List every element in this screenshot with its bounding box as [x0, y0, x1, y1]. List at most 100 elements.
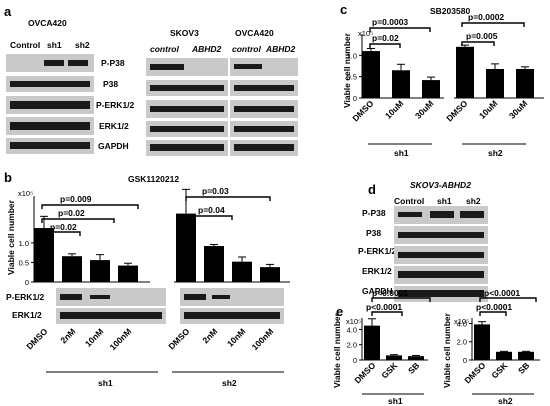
panel-e-sh1-axes: 4.0 2.0 0: [347, 318, 363, 365]
panel-d-row-p-erk: P-ERK1/2: [358, 246, 397, 256]
bar: [204, 246, 224, 282]
bar: [362, 51, 380, 98]
bar: [260, 267, 280, 282]
panel-e-exponent-sh2: x10⁵: [454, 317, 469, 326]
panel-c-bars-sh2: [454, 44, 544, 99]
x-tick-label: DMSO: [444, 98, 469, 123]
panel-c-bars-sh1: [362, 48, 444, 99]
pvalue: p<0.0001: [484, 288, 520, 298]
panel-e-group-sh1: sh1: [388, 396, 403, 406]
panel-d-cell-line: SKOV3-ABHD2: [410, 180, 471, 190]
row-label-p-erk: P-ERK1/2: [96, 100, 135, 110]
pvalue: p=0.02: [58, 208, 85, 218]
panel-a-mid-lane-abhd2: ABHD2: [191, 44, 222, 54]
y-tick-label: 0.5: [347, 73, 357, 82]
x-tick-label: SB: [516, 360, 531, 375]
band: [150, 64, 184, 70]
row-label-gapdh: GAPDH: [98, 141, 129, 151]
band: [10, 122, 90, 130]
panel-a-right-lane-control: control: [232, 44, 261, 54]
x-tick-label: GSK: [489, 360, 510, 381]
panel-e-bars-sh2: [472, 321, 540, 361]
panel-a-cell-line-mid: SKOV3: [170, 28, 199, 38]
panel-a-right-lane-abhd2: ABHD2: [265, 44, 296, 54]
pvalue: p=0.005: [466, 31, 498, 41]
panel-e-exponent-sh1: x10⁵: [346, 317, 361, 326]
panel-e-sh2-axes: 4.0 2.0 0: [457, 318, 473, 365]
band: [184, 294, 206, 300]
pvalue: p=0.03: [202, 186, 229, 196]
bracket: [185, 196, 271, 201]
y-tick-label: 0: [463, 356, 467, 365]
panel-b-x-tick-labels: DMSO 2nM 10nM 100nM DMSO 2nM 10nM 100nM: [24, 326, 275, 352]
panel-c-x-tick-labels: DMSO 10uM 30uM DMSO 10uM 30uM: [350, 98, 529, 123]
y-tick-label: 4.0: [457, 319, 467, 328]
band: [234, 126, 294, 132]
y-tick-label: 1.0: [19, 239, 29, 248]
bracket: [479, 297, 537, 302]
pvalue: p=0.02: [50, 222, 77, 232]
panel-d-lane-sh2: sh2: [466, 196, 481, 206]
band: [234, 106, 294, 112]
y-tick-label: 2.0: [347, 341, 357, 350]
bracket: [41, 218, 115, 223]
bar: [422, 80, 440, 98]
panel-b: b GSK1120212 x10⁵ Viable cell number 1.0…: [4, 170, 290, 388]
panel-b-exponent: x10⁵: [18, 189, 33, 198]
band: [60, 312, 162, 319]
panel-d-row-gapdh: GAPDH: [362, 286, 393, 296]
pvalue: p=0.009: [60, 194, 92, 204]
panel-a-cell-line-right: OVCA420: [235, 28, 274, 38]
panel-b-letter: b: [4, 170, 12, 185]
bar: [232, 261, 252, 282]
row-label-erk: ERK1/2: [99, 121, 129, 131]
band: [398, 252, 484, 258]
panel-d-row-erk: ERK1/2: [362, 266, 392, 276]
panel-d-lane-control: Control: [394, 196, 424, 206]
band: [212, 295, 230, 299]
x-tick-label: SB: [406, 360, 421, 375]
bracket: [41, 231, 81, 236]
bar: [486, 68, 504, 98]
panel-c-group-sh1: sh1: [394, 148, 409, 158]
pvalue: p=0.04: [198, 205, 225, 215]
panel-c-group-sh2: sh2: [488, 148, 503, 158]
panel-e: e x10⁵ x10⁵ Viable cell number Viable ce…: [332, 288, 540, 406]
bar: [34, 228, 54, 282]
panel-e-letter: e: [336, 304, 343, 319]
bar: [392, 70, 410, 98]
band: [460, 211, 484, 218]
panel-e-bars-sh1: [362, 318, 428, 361]
band: [398, 290, 484, 297]
band: [44, 60, 64, 66]
pvalue: p=0.02: [372, 33, 399, 43]
x-tick-label: 10nM: [83, 326, 105, 348]
panel-c-exponent: x10⁵: [358, 29, 373, 38]
band: [150, 126, 224, 132]
bar: [118, 265, 138, 282]
band: [60, 294, 82, 300]
bracket: [371, 297, 431, 302]
y-tick-label: 1.0: [347, 51, 357, 60]
panel-d: d SKOV3-ABHD2 Control sh1 sh2 P-P38 P38 …: [358, 180, 488, 302]
panel-e-ylabel-sh2: Viable cell number: [442, 312, 452, 388]
panel-d-row-p38: P38: [366, 228, 381, 238]
panel-a-lane-sh2: sh2: [75, 40, 90, 50]
band: [430, 211, 454, 218]
bracket: [41, 204, 139, 209]
x-tick-label: DMSO: [24, 326, 49, 351]
panel-e-ylabel-sh1: Viable cell number: [332, 312, 342, 388]
panel-e-group-sh2: sh2: [498, 396, 513, 406]
bar: [386, 355, 402, 360]
x-tick-label: 10uM: [383, 98, 405, 120]
panel-c-ylabel: Viable cell number: [342, 32, 352, 108]
band: [398, 232, 484, 238]
bracket: [461, 22, 525, 27]
y-tick-label: 4.0: [347, 325, 357, 334]
band: [398, 271, 484, 278]
band: [10, 81, 90, 87]
band: [184, 312, 280, 319]
bracket: [461, 41, 495, 46]
bar: [176, 213, 196, 282]
panel-e-pvalue-brackets: p<0.0001 p<0.0001 p<0.0001 p<0.0001: [366, 288, 537, 316]
